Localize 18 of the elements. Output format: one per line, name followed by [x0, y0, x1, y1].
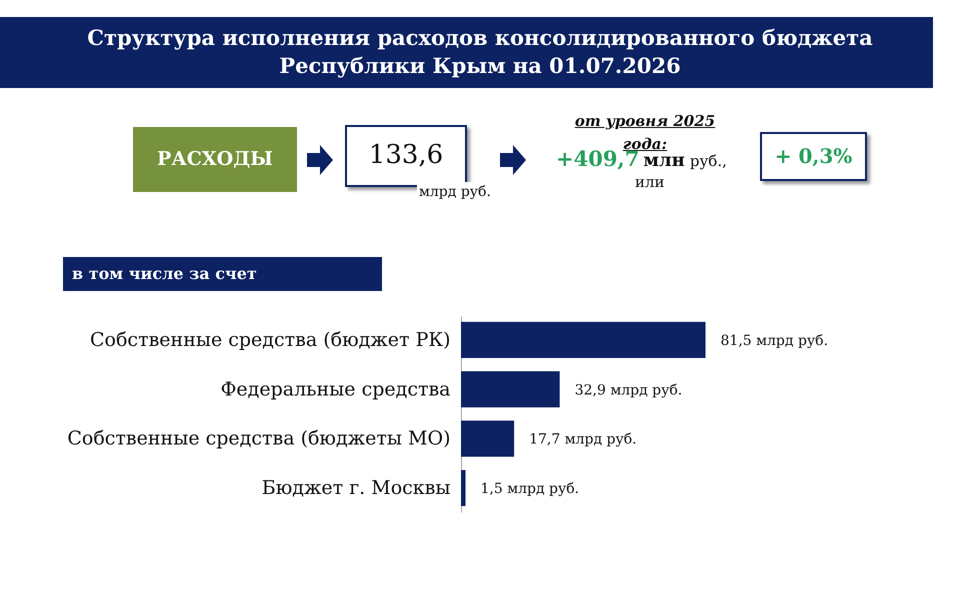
chart-title: Структура исполнения расходов консолидированного бюджета Республики Крым на 01.07.2026 — [86, 24, 874, 80]
y-tick-label: Федеральные средства — [220, 378, 450, 400]
bar — [461, 470, 466, 506]
text: в том числе за счет — [72, 263, 257, 285]
data-label: 81,5 млрд руб. — [720, 332, 828, 349]
y-tick-label: Собственные средства (бюджет РК) — [90, 328, 450, 351]
y-tick-label: Бюджет г. Москвы — [262, 477, 450, 500]
y-tick-label: Собственные средства (бюджеты МО) — [67, 428, 450, 450]
data-label: 32,9 млрд руб. — [574, 382, 682, 398]
text: млн — [643, 150, 685, 171]
bar — [461, 322, 706, 358]
text: или — [635, 172, 665, 192]
text: руб., — [690, 152, 727, 170]
bar — [461, 371, 560, 408]
bar — [461, 420, 514, 457]
text: млрд руб. — [417, 182, 493, 202]
data-label: 17,7 млрд руб. — [529, 432, 637, 448]
data-label: 1,5 млрд руб. — [480, 481, 580, 498]
